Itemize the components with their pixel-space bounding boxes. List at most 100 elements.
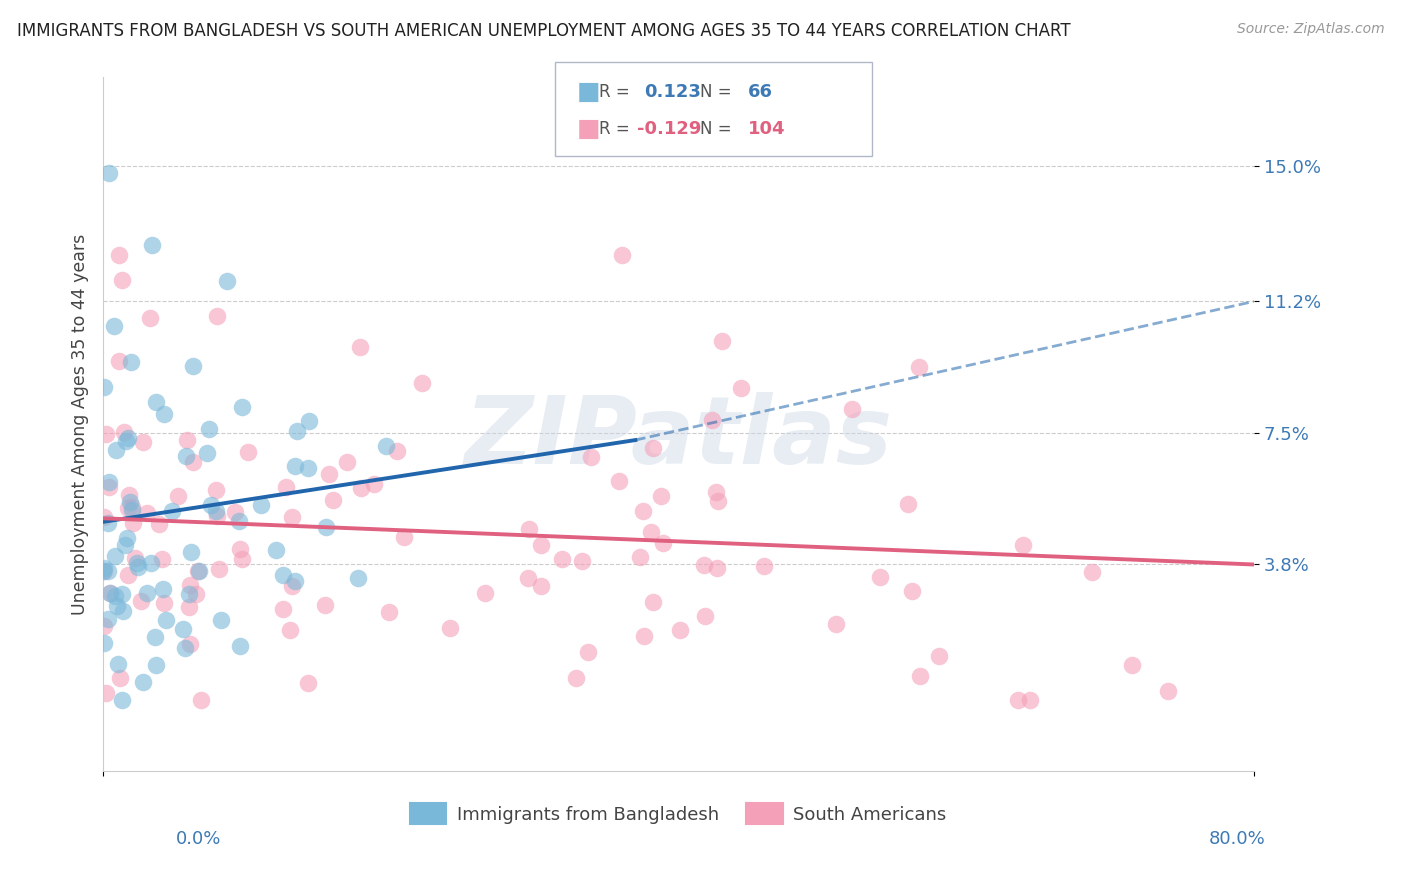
Point bbox=[103, 319, 125, 334]
Point bbox=[143, 630, 166, 644]
Point bbox=[190, 692, 212, 706]
Point bbox=[93, 564, 115, 578]
Point bbox=[180, 545, 202, 559]
Point bbox=[276, 480, 298, 494]
Point bbox=[107, 657, 129, 671]
Point bbox=[186, 587, 208, 601]
Point bbox=[285, 424, 308, 438]
Point bbox=[641, 441, 664, 455]
Text: 104: 104 bbox=[748, 120, 786, 138]
Point bbox=[1080, 565, 1102, 579]
Text: ■: ■ bbox=[576, 80, 600, 103]
Point bbox=[517, 523, 540, 537]
Point bbox=[208, 562, 231, 576]
Point bbox=[579, 450, 602, 464]
Point bbox=[901, 583, 924, 598]
Point bbox=[111, 692, 134, 706]
Point bbox=[124, 551, 146, 566]
Text: N =: N = bbox=[700, 120, 737, 138]
Point bbox=[271, 567, 294, 582]
Point bbox=[125, 557, 148, 571]
Point bbox=[231, 400, 253, 414]
Point bbox=[145, 395, 167, 409]
Point bbox=[298, 414, 321, 428]
Point bbox=[517, 571, 540, 585]
Point bbox=[139, 556, 162, 570]
Point bbox=[174, 640, 197, 655]
Point bbox=[1007, 692, 1029, 706]
Point bbox=[117, 568, 139, 582]
Point bbox=[250, 498, 273, 512]
Point bbox=[374, 438, 396, 452]
Point bbox=[278, 623, 301, 637]
Point bbox=[224, 505, 246, 519]
Point bbox=[174, 449, 197, 463]
Point bbox=[271, 601, 294, 615]
Point bbox=[120, 355, 142, 369]
Point bbox=[195, 445, 218, 459]
Point bbox=[633, 629, 655, 643]
Point bbox=[215, 274, 238, 288]
Point bbox=[607, 474, 630, 488]
Point bbox=[93, 509, 115, 524]
Point bbox=[824, 616, 846, 631]
Point bbox=[707, 493, 730, 508]
Text: 80.0%: 80.0% bbox=[1209, 830, 1265, 847]
Point bbox=[141, 237, 163, 252]
Point bbox=[281, 509, 304, 524]
Point bbox=[711, 334, 734, 348]
Text: 0.123: 0.123 bbox=[644, 83, 700, 101]
Point bbox=[1019, 692, 1042, 706]
Text: 0.0%: 0.0% bbox=[176, 830, 221, 847]
Point bbox=[280, 578, 302, 592]
Point bbox=[117, 501, 139, 516]
Point bbox=[236, 444, 259, 458]
Point bbox=[318, 467, 340, 481]
Point bbox=[231, 552, 253, 566]
Point bbox=[652, 536, 675, 550]
Point bbox=[93, 636, 115, 650]
Point bbox=[1157, 684, 1180, 698]
Point bbox=[94, 686, 117, 700]
Point bbox=[97, 480, 120, 494]
Point bbox=[98, 586, 121, 600]
Point bbox=[695, 608, 717, 623]
Point bbox=[167, 489, 190, 503]
Point bbox=[439, 622, 461, 636]
Point bbox=[640, 524, 662, 539]
Point bbox=[706, 561, 728, 575]
Point bbox=[928, 648, 950, 663]
Point bbox=[349, 340, 371, 354]
Point bbox=[205, 503, 228, 517]
Point bbox=[111, 604, 134, 618]
Point bbox=[104, 589, 127, 603]
Point bbox=[172, 622, 194, 636]
Point bbox=[97, 516, 120, 530]
Point bbox=[188, 564, 211, 578]
Point bbox=[131, 435, 153, 450]
Point bbox=[200, 498, 222, 512]
Point bbox=[96, 427, 118, 442]
Point bbox=[198, 422, 221, 436]
Point bbox=[98, 166, 121, 180]
Point bbox=[135, 506, 157, 520]
Text: -0.129: -0.129 bbox=[637, 120, 702, 138]
Point bbox=[118, 488, 141, 502]
Point bbox=[155, 613, 177, 627]
Point bbox=[152, 552, 174, 566]
Point bbox=[228, 514, 250, 528]
Point bbox=[297, 461, 319, 475]
Point bbox=[411, 376, 433, 391]
Point bbox=[229, 640, 252, 654]
Point bbox=[1121, 657, 1143, 672]
Point bbox=[153, 407, 176, 421]
Point bbox=[97, 611, 120, 625]
Point bbox=[908, 360, 931, 375]
Point bbox=[702, 413, 724, 427]
Point bbox=[650, 489, 672, 503]
Point bbox=[117, 431, 139, 445]
Point bbox=[179, 578, 201, 592]
Point bbox=[176, 434, 198, 448]
Point bbox=[93, 380, 115, 394]
Point bbox=[284, 459, 307, 474]
